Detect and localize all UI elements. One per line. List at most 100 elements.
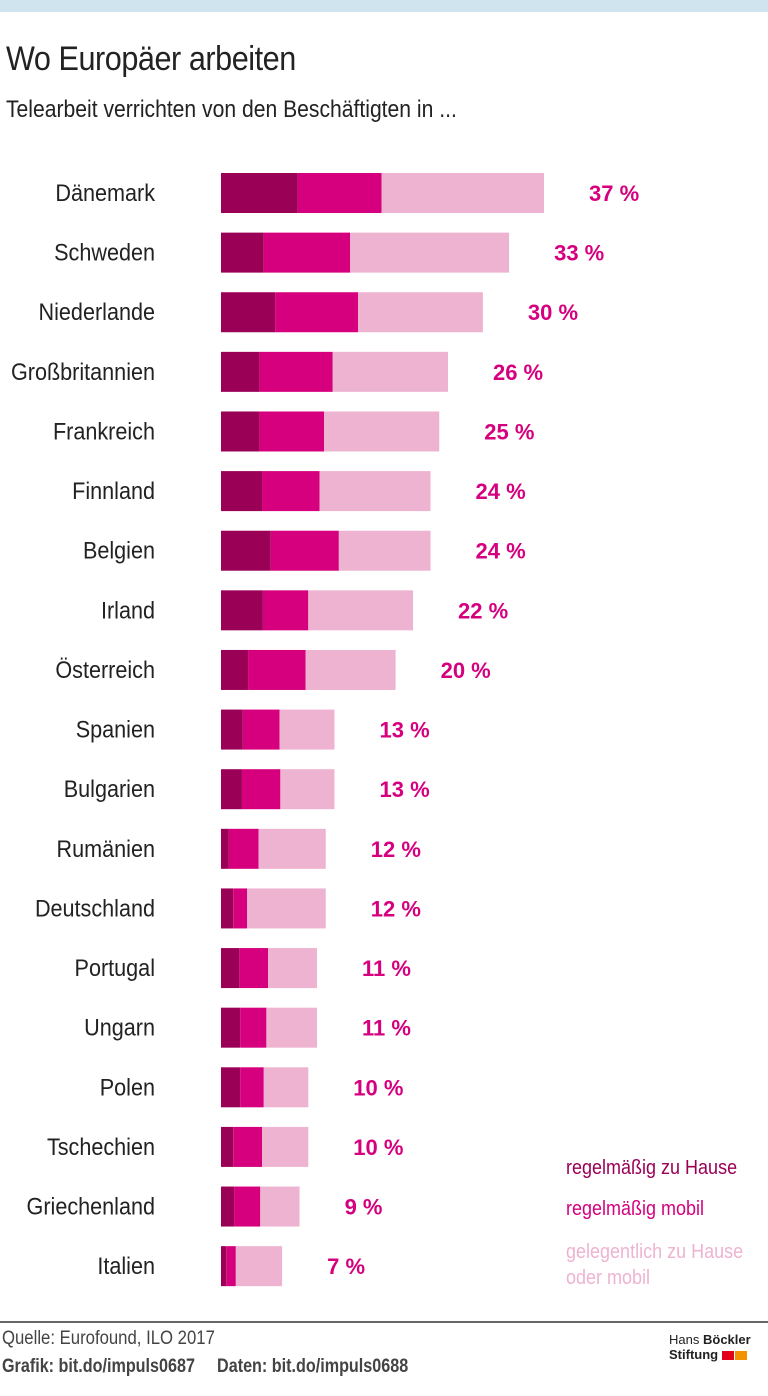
- bar-segment-regular-home: [221, 1067, 241, 1108]
- legend-occasional-line2: oder mobil: [566, 1267, 651, 1289]
- data-label: 33 %: [554, 241, 604, 266]
- bar-segment-regular-mobile: [259, 411, 325, 452]
- grafik-link[interactable]: Grafik: bit.do/impuls0687: [2, 1356, 195, 1377]
- data-label: 25 %: [484, 419, 534, 444]
- category-label: Frankreich: [53, 417, 155, 444]
- bar-segment-regular-home: [221, 351, 260, 392]
- bar-segment-occasional: [324, 411, 440, 452]
- bar-segment-regular-mobile: [228, 828, 259, 869]
- data-label: 20 %: [441, 658, 491, 683]
- bar-segment-regular-mobile: [233, 1126, 263, 1167]
- data-label: 13 %: [379, 718, 429, 743]
- legend-occasional-line1: gelegentlich zu Hause: [566, 1241, 744, 1263]
- data-label: 10 %: [353, 1135, 403, 1160]
- bar-segment-regular-home: [221, 649, 249, 690]
- data-label: 9 %: [345, 1195, 383, 1220]
- data-label: 30 %: [528, 300, 578, 325]
- bar-segment-occasional: [280, 769, 335, 810]
- bar-segment-regular-mobile: [263, 232, 351, 273]
- data-label: 37 %: [589, 181, 639, 206]
- data-label: 22 %: [458, 598, 508, 623]
- hans-boeckler-logo: Hans Böckler Stiftung: [669, 1332, 751, 1362]
- bar-segment-regular-home: [221, 1246, 227, 1287]
- bar-segment-regular-mobile: [234, 1186, 261, 1227]
- bar-segment-occasional: [263, 1067, 309, 1108]
- category-label: Tschechien: [47, 1133, 155, 1160]
- category-label: Schweden: [54, 239, 155, 266]
- bar-segment-regular-home: [221, 828, 229, 869]
- bar-segment-occasional: [350, 232, 510, 273]
- bar-segment-occasional: [305, 649, 396, 690]
- logo-text-hans: Hans: [669, 1332, 700, 1347]
- data-label: 24 %: [476, 539, 526, 564]
- daten-link[interactable]: Daten: bit.do/impuls0688: [217, 1356, 409, 1377]
- bar-segment-occasional: [358, 292, 483, 333]
- legend-regular-home: regelmäßig zu Hause: [566, 1157, 738, 1179]
- bar-segment-occasional: [260, 1186, 300, 1227]
- data-label: 11 %: [362, 1016, 411, 1041]
- chart-title: Wo Europäer arbeiten: [6, 40, 296, 78]
- data-label: 12 %: [371, 896, 421, 921]
- category-label: Polen: [100, 1073, 155, 1100]
- stacked-bar-chart: Dänemark 37 % Schweden 33 % Niederlande 30 % G…: [11, 173, 639, 1287]
- bar-segment-regular-home: [221, 1186, 235, 1227]
- bar-segment-regular-mobile: [262, 471, 320, 512]
- credits: Grafik: bit.do/impuls0687 Daten: bit.do/i…: [2, 1356, 430, 1378]
- bar-segment-regular-home: [221, 1126, 234, 1167]
- category-label: Deutschland: [35, 894, 155, 921]
- source-text: Quelle: Eurofound, ILO 2017: [2, 1328, 215, 1349]
- data-label: 10 %: [353, 1075, 403, 1100]
- category-label: Griechenland: [27, 1192, 155, 1219]
- bar-segment-regular-home: [221, 292, 276, 333]
- logo-text-boeckler: Böckler: [702, 1332, 751, 1347]
- data-label: 7 %: [327, 1254, 365, 1279]
- category-label: Belgien: [83, 537, 155, 564]
- bar-segment-occasional: [266, 1007, 318, 1048]
- data-label: 13 %: [379, 777, 429, 802]
- bar-segment-regular-home: [221, 411, 260, 452]
- bar-segment-regular-mobile: [240, 1007, 267, 1048]
- category-label: Rumänien: [57, 835, 155, 862]
- bar-segment-occasional: [258, 828, 326, 869]
- category-label: Österreich: [55, 656, 155, 683]
- top-band: [0, 0, 768, 12]
- bar-segment-regular-home: [221, 590, 263, 631]
- bar-segment-regular-home: [221, 232, 264, 273]
- bar-segment-regular-home: [221, 1007, 241, 1048]
- category-label: Spanien: [76, 716, 155, 743]
- bar-segment-regular-home: [221, 173, 298, 213]
- data-label: 11 %: [362, 956, 411, 981]
- category-label: Großbritannien: [11, 358, 155, 385]
- bar-segment-regular-mobile: [240, 1067, 264, 1108]
- category-label: Portugal: [75, 954, 155, 981]
- bar-segment-occasional: [381, 173, 544, 213]
- bar-segment-regular-mobile: [248, 649, 306, 690]
- legend-regular-mobile: regelmäßig mobil: [566, 1198, 705, 1220]
- bar-segment-regular-home: [221, 769, 242, 810]
- bar-segment-regular-mobile: [241, 769, 281, 810]
- category-label: Niederlande: [39, 298, 155, 325]
- bar-segment-regular-mobile: [275, 292, 359, 333]
- logo-text-stiftung: Stiftung: [669, 1347, 719, 1362]
- bar-segment-occasional: [319, 471, 431, 512]
- bar-segment-regular-home: [221, 530, 271, 571]
- category-label: Italien: [97, 1252, 155, 1279]
- bar-segment-regular-home: [221, 471, 263, 512]
- bar-segment-regular-mobile: [242, 709, 280, 750]
- bar-segment-regular-mobile: [297, 173, 382, 213]
- category-label: Irland: [101, 596, 155, 623]
- legend-occasional: gelegentlich zu Hause oder mobil: [566, 1239, 743, 1291]
- bar-segment-regular-mobile: [259, 351, 333, 392]
- footer-divider: [0, 1321, 768, 1323]
- category-label: Finnland: [72, 477, 155, 504]
- bar-segment-occasional: [332, 351, 448, 392]
- bar-segment-occasional: [308, 590, 414, 631]
- bar-segment-regular-mobile: [233, 888, 248, 929]
- bar-segment-regular-mobile: [270, 530, 339, 571]
- bar-segment-regular-mobile: [262, 590, 309, 631]
- data-label: 12 %: [371, 837, 421, 862]
- bar-segment-occasional: [268, 948, 318, 989]
- data-label: 24 %: [476, 479, 526, 504]
- bar-segment-occasional: [235, 1246, 283, 1287]
- bar-segment-occasional: [338, 530, 431, 571]
